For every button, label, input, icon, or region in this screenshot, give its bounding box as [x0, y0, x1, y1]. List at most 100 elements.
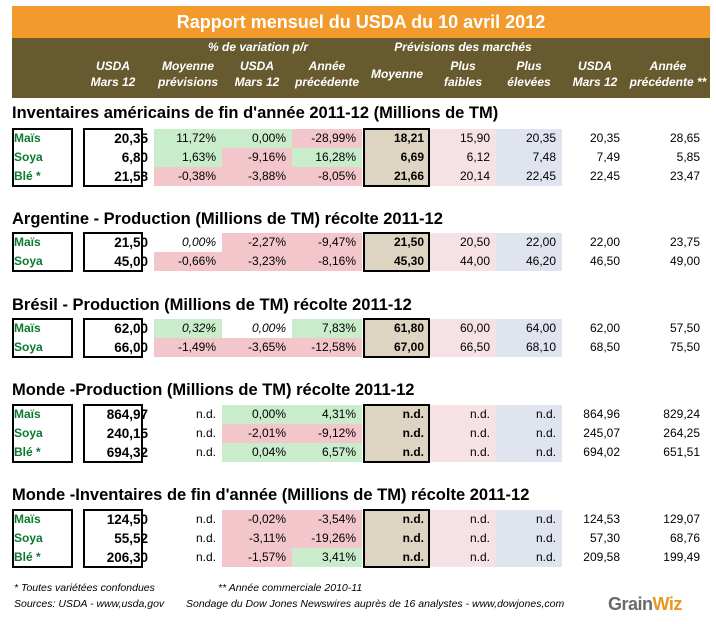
- header-usda2-1: USDA: [577, 59, 612, 73]
- table-row: Blé * 206,30 n.d. -1,57% 3,41% n.d. n.d. n.d. 20…: [12, 548, 710, 567]
- cell-cusda: 20,35: [589, 131, 620, 145]
- cell-cprev: 23,75: [669, 235, 700, 249]
- cell-cusda: 46,50: [589, 254, 620, 268]
- cell-cusda: 22,00: [589, 235, 620, 249]
- cell-pmin: 20,50: [430, 233, 496, 252]
- section-title: Argentine - Production (Millions de TM) …: [12, 210, 443, 228]
- cell-prev: 4,31%: [292, 405, 362, 424]
- section-title: Monde -Inventaires de fin d'année (Milli…: [12, 486, 530, 504]
- cell-cusda: 864,96: [583, 407, 620, 421]
- footnote-varieties: * Toutes variétées confondues: [14, 582, 155, 594]
- header-prev-max-1: Plus: [516, 59, 542, 73]
- cell-moy: 0,00%: [181, 235, 216, 249]
- cell-cusda: 68,50: [589, 340, 620, 354]
- cell-usda: 21,58: [114, 169, 148, 184]
- cell-prev: -8,16%: [292, 252, 362, 271]
- cell-prev: 3,41%: [292, 548, 362, 567]
- cell-prev: -9,47%: [292, 233, 362, 252]
- cell-moy: n.d.: [195, 512, 216, 526]
- table-row: Soya 6,80 1,63% -9,16% 16,28% 6,69 6,12 7,48 7,4…: [12, 148, 710, 167]
- cell-pmax: 7,48: [496, 148, 562, 167]
- cell-pmin: 20,14: [430, 167, 496, 186]
- cell-label: Maïs: [14, 407, 41, 421]
- cell-cprev: 49,00: [669, 254, 700, 268]
- cell-pmin: n.d.: [430, 548, 496, 567]
- cell-vusda: -3,65%: [222, 338, 292, 357]
- header-annee-1: Année: [649, 59, 687, 73]
- cell-cprev: 5,85: [676, 150, 700, 164]
- table-header: USDA Mars 12 % de variation p/r Moyenne …: [12, 38, 710, 98]
- cell-usda: 45,00: [114, 254, 148, 269]
- grainwiz-logo: GrainWiz: [608, 594, 682, 615]
- cell-moy: -1,49%: [154, 338, 222, 357]
- cell-cprev: 199,49: [663, 550, 700, 564]
- cell-usda: 124,50: [106, 512, 148, 527]
- table-row: Maïs 124,50 n.d. -0,02% -3,54% n.d. n.d. n.d. 12…: [12, 510, 710, 529]
- cell-label: Maïs: [14, 235, 41, 249]
- table-row: Blé * 694,32 n.d. 0,04% 6,57% n.d. n.d. n.d. 694…: [12, 443, 710, 462]
- cell-pmin: 60,00: [430, 319, 496, 338]
- header-usda-line1: USDA: [95, 59, 130, 73]
- cell-prev: 7,83%: [292, 319, 362, 338]
- cell-cprev: 651,51: [663, 445, 700, 459]
- cell-label: Blé *: [14, 169, 41, 183]
- cell-pmin: 15,90: [430, 129, 496, 148]
- report-title: Rapport mensuel du USDA du 10 avril 2012: [12, 6, 710, 38]
- cell-cprev: 829,24: [663, 407, 700, 421]
- logo-text-main: Grain: [608, 594, 653, 614]
- header-var-annee-2: précédente: [294, 75, 360, 89]
- header-var-usda-1: USDA: [239, 59, 274, 73]
- cell-cprev: 57,50: [669, 321, 700, 335]
- logo-text-accent: Wiz: [652, 594, 683, 614]
- header-prev-moy: Moyenne: [370, 67, 423, 81]
- cell-pmax: n.d.: [496, 529, 562, 548]
- cell-pmax: 20,35: [496, 129, 562, 148]
- cell-label: Soya: [14, 150, 43, 164]
- cell-pmin: 6,12: [430, 148, 496, 167]
- cell-pmax: 68,10: [496, 338, 562, 357]
- cell-usda: 21,50: [114, 235, 148, 250]
- cell-cusda: 694,02: [583, 445, 620, 459]
- cell-usda: 20,35: [114, 131, 148, 146]
- cell-usda: 55,52: [114, 531, 148, 546]
- cell-moy: -0,66%: [154, 252, 222, 271]
- section-title: Inventaires américains de fin d'année 20…: [12, 104, 499, 122]
- footnote-commercial-year: ** Année commerciale 2010-11: [218, 582, 363, 594]
- header-usda-line2: Mars 12: [90, 75, 136, 89]
- cell-vusda: -9,16%: [222, 148, 292, 167]
- cell-vusda: -0,02%: [222, 510, 292, 529]
- cell-pmoy: 21,66: [364, 167, 430, 186]
- cell-cprev: 28,65: [669, 131, 700, 145]
- cell-pmoy: 61,80: [364, 319, 430, 338]
- section-title: Monde -Production (Millions de TM) récol…: [12, 381, 415, 399]
- cell-pmax: n.d.: [496, 424, 562, 443]
- header-annee-2: précédente **: [629, 75, 707, 89]
- header-var-usda-2: Mars 12: [234, 75, 280, 89]
- cell-pmax: n.d.: [496, 510, 562, 529]
- cell-cprev: 68,76: [669, 531, 700, 545]
- cell-moy: -0,38%: [154, 167, 222, 186]
- cell-vusda: 0,00%: [222, 405, 292, 424]
- cell-cusda: 62,00: [589, 321, 620, 335]
- cell-label: Soya: [14, 340, 43, 354]
- table-row: Soya 45,00 -0,66% -3,23% -8,16% 45,30 44,00 46,…: [12, 252, 710, 271]
- header-var-annee-1: Année: [308, 59, 346, 73]
- cell-label: Maïs: [14, 512, 41, 526]
- cell-pmoy: n.d.: [364, 529, 430, 548]
- cell-pmoy: n.d.: [364, 548, 430, 567]
- cell-label: Soya: [14, 254, 43, 268]
- cell-prev: 6,57%: [292, 443, 362, 462]
- table-row: Soya 240,15 n.d. -2,01% -9,12% n.d. n.d. n.d. 24…: [12, 424, 710, 443]
- cell-vusda: -1,57%: [222, 548, 292, 567]
- table-row: Maïs 62,00 0,32% 0,00% 7,83% 61,80 60,00 64,00 6…: [12, 319, 710, 338]
- footnote-sources: Sources: USDA - www,usda,gov: [14, 598, 165, 610]
- cell-label: Maïs: [14, 321, 41, 335]
- cell-pmin: 66,50: [430, 338, 496, 357]
- cell-pmax: 22,00: [496, 233, 562, 252]
- header-var-moy-2: prévisions: [157, 75, 219, 89]
- cell-cusda: 245,07: [583, 426, 620, 440]
- cell-pmin: n.d.: [430, 529, 496, 548]
- cell-vusda: 0,04%: [222, 443, 292, 462]
- cell-vusda: 0,00%: [251, 321, 286, 335]
- cell-cusda: 124,53: [583, 512, 620, 526]
